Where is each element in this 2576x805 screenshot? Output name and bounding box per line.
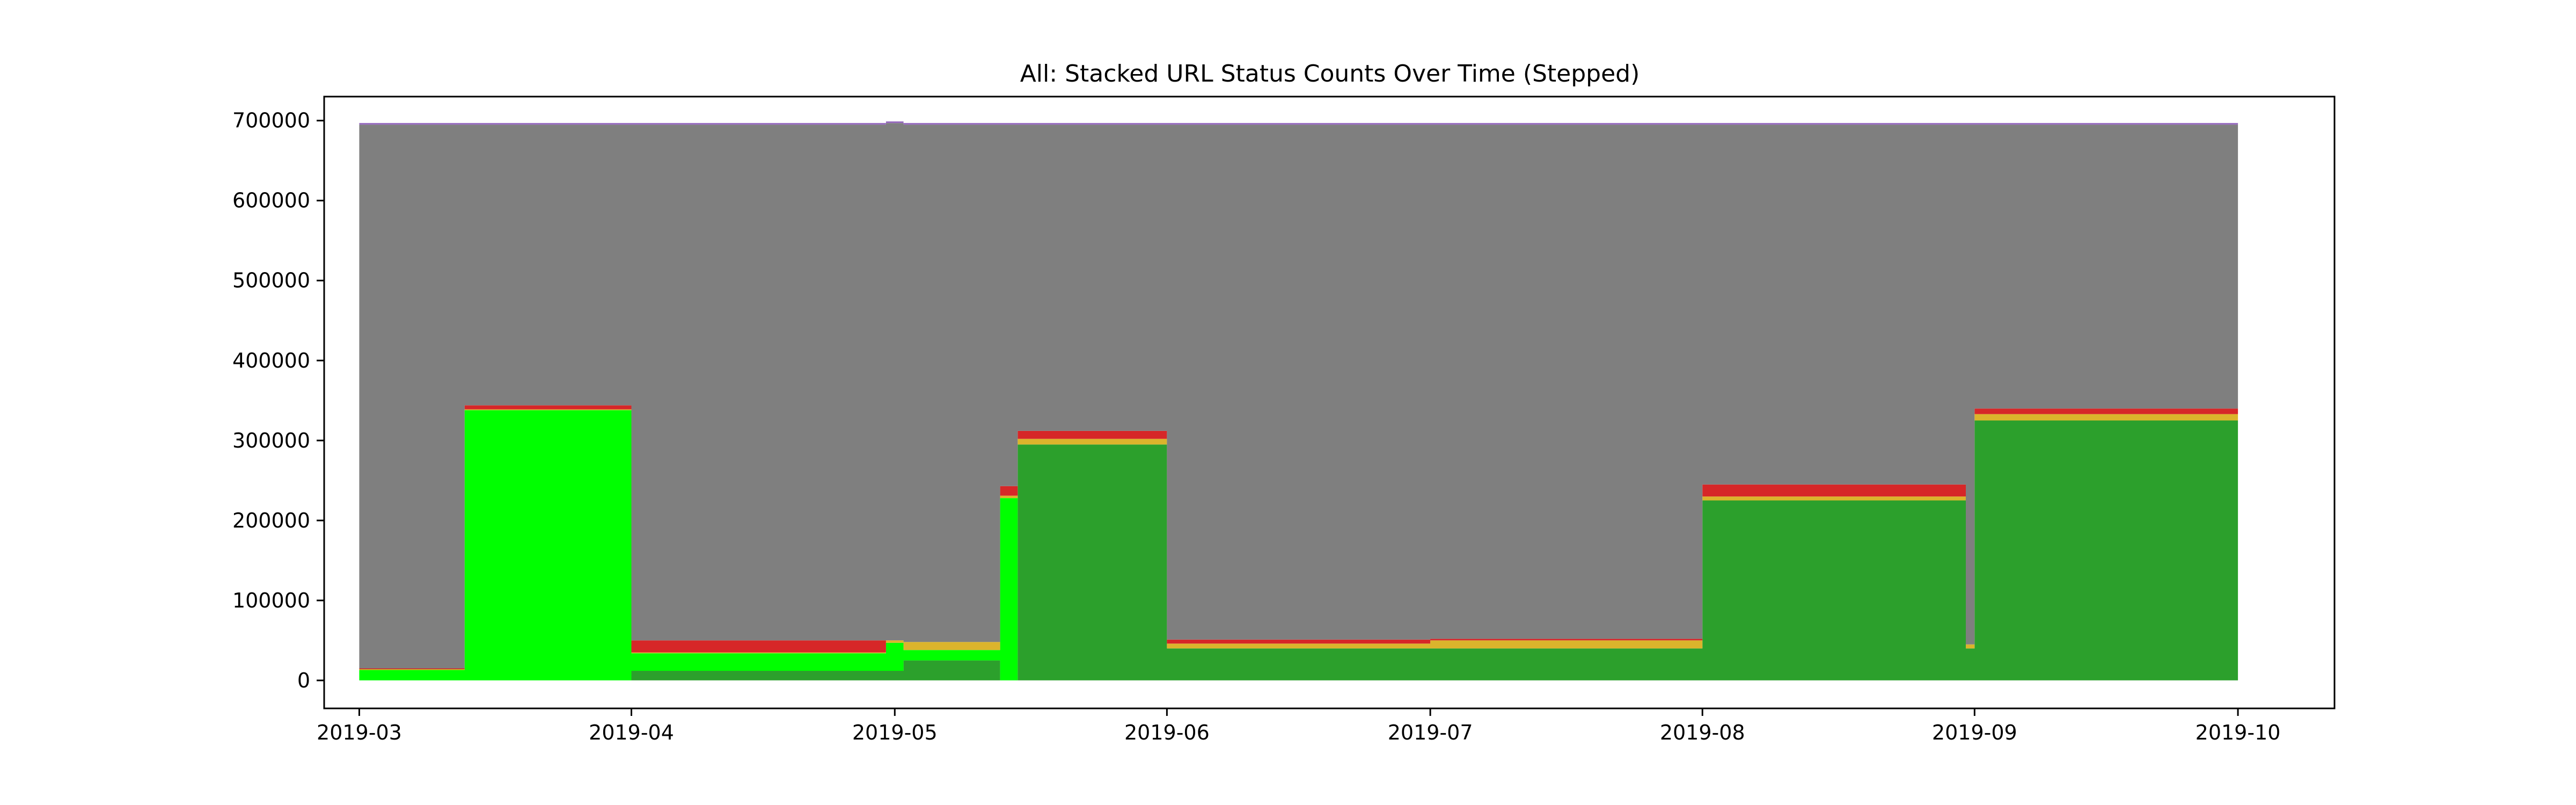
y-tick-label-400000: 400000 bbox=[232, 349, 310, 372]
axes-frame bbox=[323, 96, 2336, 709]
y-tick-label-0: 0 bbox=[297, 669, 310, 692]
y-tick-label-600000: 600000 bbox=[232, 189, 310, 213]
y-tick-label-500000: 500000 bbox=[232, 269, 310, 292]
series-area-1 bbox=[359, 410, 2238, 680]
x-tick-label-2019-09: 2019-09 bbox=[1932, 721, 2017, 744]
x-tick-label-2019-04: 2019-04 bbox=[589, 721, 674, 744]
plot-area bbox=[359, 121, 2238, 680]
x-tick-label-2019-08: 2019-08 bbox=[1660, 721, 1745, 744]
x-tick-label-2019-10: 2019-10 bbox=[2196, 721, 2281, 744]
x-tick-label-2019-03: 2019-03 bbox=[317, 721, 402, 744]
x-tick-label-2019-05: 2019-05 bbox=[852, 721, 938, 744]
y-axis: 0 100000 200000 300000 400000 500000 600000 700… bbox=[232, 109, 324, 692]
y-tick-label-100000: 100000 bbox=[232, 589, 310, 612]
series-area-5 bbox=[359, 123, 2238, 669]
x-axis: 2019-03 2019-04 2019-05 2019-06 2019-07 2019-… bbox=[317, 708, 2280, 744]
series-area-6 bbox=[359, 121, 2238, 125]
y-tick-label-200000: 200000 bbox=[232, 509, 310, 532]
x-tick-label-2019-06: 2019-06 bbox=[1124, 721, 1210, 744]
series-area-0 bbox=[359, 660, 2238, 680]
chart-title: All: Stacked URL Status Counts Over Time… bbox=[1020, 60, 1640, 87]
y-tick-label-700000: 700000 bbox=[232, 109, 310, 133]
y-tick-label-300000: 300000 bbox=[232, 429, 310, 452]
x-tick-label-2019-07: 2019-07 bbox=[1388, 721, 1473, 744]
series-area-2 bbox=[359, 410, 2238, 680]
